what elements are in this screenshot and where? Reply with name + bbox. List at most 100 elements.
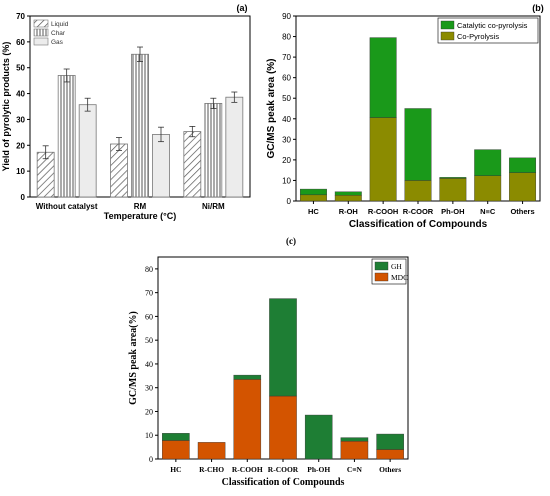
x-axis-label: Classification of Compounds — [222, 477, 345, 488]
y-axis-label: Yield of pyrolytic products (%) — [1, 42, 11, 172]
bar-co-pyrolysis — [404, 180, 432, 202]
y-tick-label: 60 — [282, 74, 291, 83]
x-tick-label: HC — [170, 465, 181, 474]
bar-co-pyrolysis — [299, 194, 327, 202]
chart-panel-a: 0 10 20 30 40 50 60 70 Without catalyst RM Ni/RM Te… — [1, 3, 251, 221]
bar-char — [57, 75, 76, 198]
legend-swatch — [374, 272, 389, 282]
legend-swatch — [440, 20, 455, 30]
bar-gas — [78, 104, 97, 198]
y-tick-label: 40 — [16, 90, 25, 99]
legend-swatch — [33, 37, 49, 46]
y-tick-label: 50 — [282, 94, 291, 103]
y-tick-label: 70 — [145, 289, 153, 298]
legend: Catalytic co-pyrolysis Co-Pyrolysis — [437, 17, 539, 44]
bar-catalytic-co-pyrolysis — [509, 157, 537, 173]
legend-swatch — [33, 19, 49, 28]
legend-label: Char — [51, 30, 66, 37]
bar-gas — [152, 134, 170, 198]
bar-gh — [269, 298, 297, 397]
y-tick-label: 50 — [16, 64, 25, 73]
bar-char — [131, 53, 149, 198]
bar-liquid — [110, 143, 128, 198]
bar-catalytic-co-pyrolysis — [299, 188, 327, 196]
legend-swatch — [374, 261, 389, 271]
bar-char — [204, 102, 223, 198]
bar-mdc — [162, 440, 190, 460]
bar-catalytic-co-pyrolysis — [439, 177, 467, 179]
x-tick-label: Others — [379, 465, 401, 474]
bar-gh — [233, 374, 262, 380]
y-tick-label: 30 — [282, 135, 291, 144]
legend-swatch — [440, 31, 455, 41]
legend-label: Liquid — [51, 21, 69, 28]
bar-catalytic-co-pyrolysis — [334, 191, 362, 196]
y-tick-label: 20 — [282, 156, 291, 165]
x-tick-label: R-COOH — [368, 207, 398, 216]
x-tick-label: HC — [308, 207, 319, 216]
y-tick-label: 10 — [145, 431, 153, 440]
legend: Liquid Char Gas — [33, 19, 69, 46]
bar-gh — [304, 414, 333, 460]
legend-box — [437, 17, 539, 44]
x-tick-label: N≡C — [480, 207, 496, 216]
x-tick-label: R-OH — [339, 207, 358, 216]
y-tick-label: 10 — [16, 167, 25, 176]
y-tick-label: 60 — [16, 38, 25, 47]
x-tick-label: Ph-OH — [307, 465, 330, 474]
x-tick-label: R-COOH — [232, 465, 263, 474]
panel-label: (b) — [532, 3, 544, 13]
panel-label: (a) — [237, 3, 248, 13]
y-tick-label: 0 — [149, 455, 153, 464]
bar-mdc — [340, 440, 369, 460]
legend-label: Co-Pyrolysis — [457, 32, 499, 41]
x-tick-label: R-COOR — [403, 207, 434, 216]
legend-label: Catalytic co-pyrolysis — [457, 21, 528, 30]
bar-catalytic-co-pyrolysis — [474, 149, 502, 176]
y-tick-label: 40 — [282, 115, 291, 124]
chart-panel-c: 0 10 20 30 40 50 60 70 80 HC R-CHO R-COOH R-COOR Ph-O… — [128, 236, 409, 488]
x-tick-label: Without catalyst — [36, 202, 98, 211]
y-tick-label: 80 — [145, 265, 153, 274]
y-tick-label: 0 — [287, 197, 292, 206]
legend-label: MDC — [391, 273, 408, 282]
x-tick-label: RM — [134, 202, 147, 211]
bar-catalytic-co-pyrolysis — [369, 37, 397, 118]
legend-label: Gas — [51, 39, 64, 46]
bar-co-pyrolysis — [369, 117, 397, 202]
y-tick-label: 0 — [21, 193, 26, 202]
y-tick-label: 70 — [282, 53, 291, 62]
y-tick-label: 10 — [282, 176, 291, 185]
panel-label: (c) — [286, 236, 296, 246]
bar-gh — [340, 437, 369, 442]
bar-mdc — [376, 449, 404, 460]
legend-swatch — [33, 28, 49, 37]
x-tick-label: C≡N — [347, 465, 363, 474]
bar-gas — [225, 96, 244, 198]
y-tick-label: 90 — [282, 12, 291, 21]
bar-mdc — [233, 379, 262, 460]
y-tick-label: 80 — [282, 33, 291, 42]
y-tick-label: 60 — [145, 312, 153, 321]
y-tick-label: 30 — [16, 115, 25, 124]
bar-co-pyrolysis — [474, 175, 502, 202]
bar-co-pyrolysis — [439, 178, 467, 202]
bar-liquid — [183, 131, 202, 198]
x-tick-label: Others — [510, 207, 534, 216]
bar-mdc — [269, 395, 297, 460]
x-tick-label: R-COOR — [268, 465, 299, 474]
y-tick-label: 20 — [145, 407, 153, 416]
x-tick-label: R-CHO — [199, 465, 224, 474]
legend-label: GH — [391, 262, 402, 271]
bar-catalytic-co-pyrolysis — [404, 108, 432, 181]
y-axis-label: GC/MS peak area(%) — [128, 311, 139, 405]
chart-panel-b: 0 10 20 30 40 50 60 70 80 90 HC R-OH R-COOH R-COOR Ph-… — [266, 3, 544, 230]
bar-gh — [376, 433, 404, 450]
bar-co-pyrolysis — [334, 195, 362, 202]
legend: GH MDC — [371, 258, 408, 285]
x-tick-label: Ni/RM — [202, 202, 225, 211]
y-tick-label: 40 — [145, 360, 153, 369]
bar-gh — [162, 433, 190, 441]
y-tick-label: 20 — [16, 141, 25, 150]
